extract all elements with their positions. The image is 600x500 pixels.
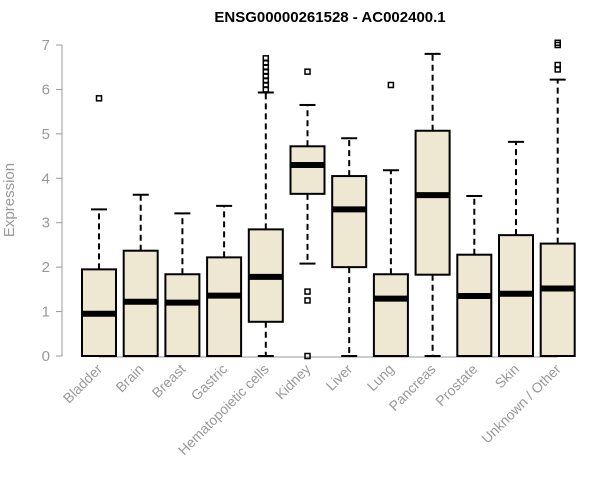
- y-tick-label: 7: [42, 37, 50, 54]
- box-group-brain: [122, 193, 159, 357]
- y-tick-label: 0: [42, 348, 50, 365]
- box-group-pancreas: [414, 52, 451, 357]
- outlier-point: [304, 288, 311, 295]
- outlier-point: [304, 68, 311, 75]
- y-tick-label: 6: [42, 81, 50, 98]
- outlier-point: [387, 81, 395, 89]
- chart-title: ENSG00000261528 - AC002400.1: [214, 9, 445, 26]
- box-group-liver: [331, 137, 368, 357]
- box-group-kidney: [289, 68, 326, 360]
- box-group-lung: [372, 81, 409, 358]
- y-tick-label: 1: [42, 304, 50, 321]
- outlier-point: [554, 39, 561, 47]
- box-group-skin: [498, 140, 534, 357]
- x-tick-label: Skin: [492, 361, 523, 392]
- x-tick-label: Bladder: [60, 361, 106, 407]
- box-group-hematopoietic-cells: [247, 55, 284, 357]
- box: [164, 273, 201, 358]
- x-tick-label: Liver: [323, 361, 356, 394]
- box-group-prostate: [456, 195, 493, 357]
- box: [289, 145, 326, 195]
- y-tick-label: 2: [42, 259, 50, 276]
- box-group-bladder: [81, 95, 117, 357]
- box-group-unknown-other: [539, 39, 576, 358]
- x-tick-label: Breast: [149, 361, 189, 401]
- x-tick-label: Kidney: [272, 361, 314, 403]
- x-tick-label: Lung: [364, 361, 397, 394]
- x-tick-label: Unknown / Other: [478, 361, 564, 447]
- y-axis-label: Expression: [1, 163, 18, 237]
- y-tick-label: 5: [42, 126, 50, 143]
- box-group-breast: [164, 212, 201, 358]
- outlier-point: [95, 95, 103, 102]
- box: [414, 129, 451, 276]
- x-tick-label: Brain: [112, 361, 146, 395]
- x-tick-label: Prostate: [432, 361, 480, 409]
- boxes-layer: [81, 39, 576, 360]
- box: [456, 253, 493, 357]
- outlier-point: [262, 55, 270, 62]
- y-tick-label: 4: [42, 170, 50, 187]
- outlier-point: [304, 352, 311, 360]
- y-tick-label: 3: [42, 215, 50, 232]
- outlier-point: [554, 61, 561, 69]
- box: [206, 256, 243, 357]
- box: [331, 175, 368, 269]
- box: [539, 242, 576, 358]
- box: [372, 273, 409, 358]
- box-group-gastric: [206, 204, 243, 357]
- outlier-point: [304, 297, 311, 304]
